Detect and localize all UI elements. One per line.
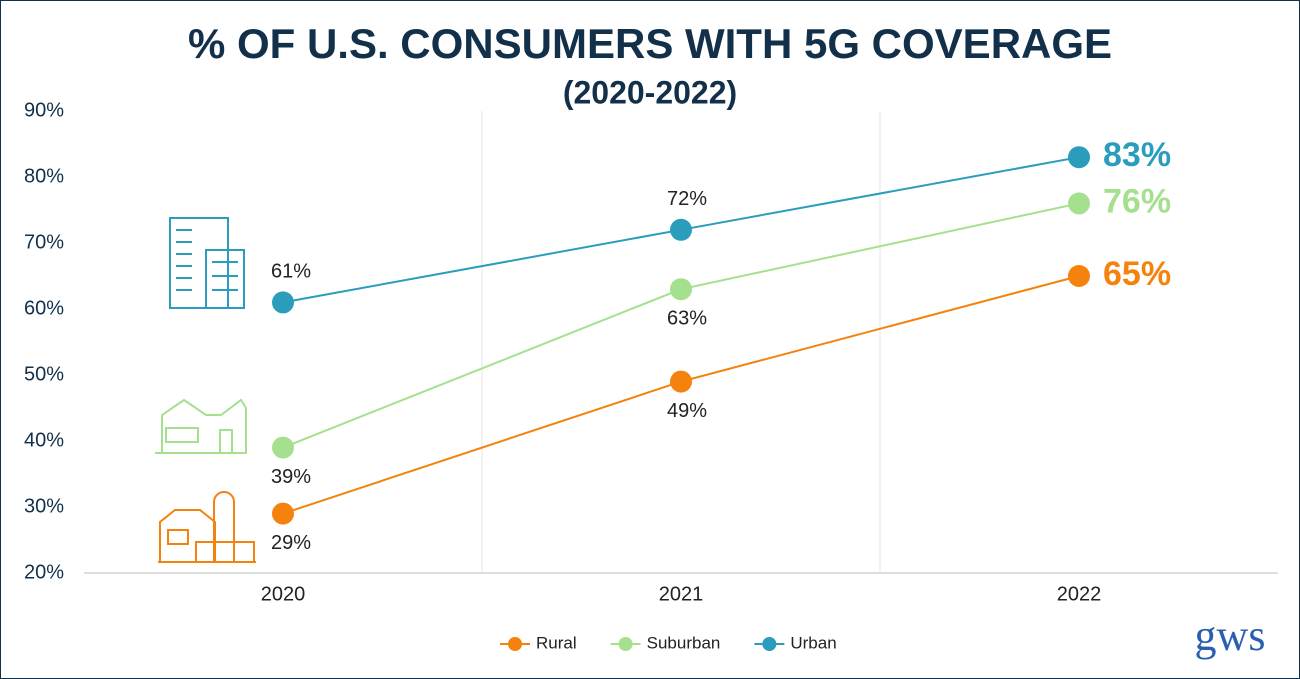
legend-marker: [762, 637, 777, 651]
y-tick-label: 50%: [24, 363, 64, 385]
data-point: [1068, 265, 1090, 287]
data-point: [1068, 192, 1090, 215]
y-tick-label: 80%: [24, 165, 64, 187]
legend-marker: [508, 637, 522, 651]
data-point: [670, 278, 692, 301]
data-label: 61%: [271, 261, 311, 283]
data-point: [272, 436, 294, 459]
urban-icon: [169, 217, 245, 309]
data-label: 49%: [667, 400, 707, 422]
chart-title: % OF U.S. CONSUMERS WITH 5G COVERAGE: [188, 20, 1112, 67]
data-label: 83%: [1103, 136, 1171, 174]
legend-label: Urban: [790, 633, 836, 652]
data-point: [272, 291, 294, 314]
rural-icon: [158, 491, 256, 563]
y-tick-label: 70%: [24, 231, 64, 253]
y-tick-label: 40%: [24, 429, 64, 451]
data-point: [272, 502, 294, 525]
data-point: [1068, 146, 1090, 169]
y-tick-label: 30%: [24, 495, 64, 517]
suburban-icon: [155, 398, 247, 454]
y-tick-label: 90%: [24, 99, 64, 121]
data-label: 63%: [667, 307, 707, 329]
data-point: [670, 370, 692, 393]
chart-subtitle: (2020-2022): [563, 74, 737, 110]
data-label: 65%: [1103, 255, 1171, 293]
data-label: 76%: [1103, 182, 1171, 220]
x-tick-label: 2020: [261, 583, 306, 605]
legend-label: Rural: [536, 633, 577, 652]
x-tick-label: 2022: [1057, 583, 1102, 605]
y-tick-label: 60%: [24, 297, 64, 319]
data-point: [670, 218, 692, 241]
legend-marker: [618, 637, 633, 651]
data-label: 29%: [271, 532, 311, 554]
logo: gws: [1195, 611, 1266, 660]
legend-label: Suburban: [647, 633, 721, 652]
data-label: 39%: [271, 466, 311, 488]
x-tick-label: 2021: [659, 583, 704, 605]
data-label: 72%: [667, 188, 707, 210]
y-tick-label: 20%: [24, 561, 64, 583]
